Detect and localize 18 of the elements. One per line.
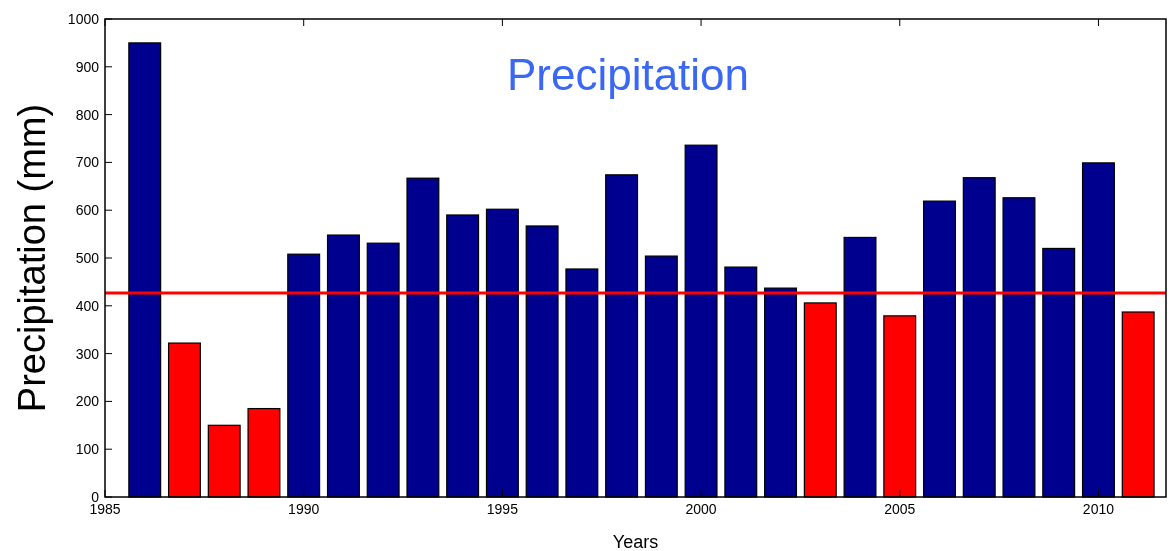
y-tick-label: 400 xyxy=(75,297,100,314)
annotation: Precipitation xyxy=(506,50,750,99)
y-tick-label: 500 xyxy=(75,250,100,266)
y-tick-label: 1000 xyxy=(67,11,100,27)
x-tick-label: 2000 xyxy=(685,501,717,517)
x-axis-title: Years xyxy=(612,532,659,551)
y-axis-title: Precipitation (mm) xyxy=(11,103,53,413)
x-tick-label: 2005 xyxy=(884,501,916,517)
y-tick-label: 700 xyxy=(75,154,100,171)
x-tick-label: 2010 xyxy=(1082,501,1115,517)
x-tick-label: 1995 xyxy=(486,501,519,517)
y-tick-label: 100 xyxy=(75,441,100,458)
y-tick-label: 200 xyxy=(75,393,100,410)
y-tick-label: 600 xyxy=(75,202,100,219)
y-tick-label: 800 xyxy=(75,106,100,123)
y-tick-label: 300 xyxy=(75,345,100,362)
y-tick-label: 900 xyxy=(75,58,100,75)
x-tick-label: 1990 xyxy=(288,501,320,517)
